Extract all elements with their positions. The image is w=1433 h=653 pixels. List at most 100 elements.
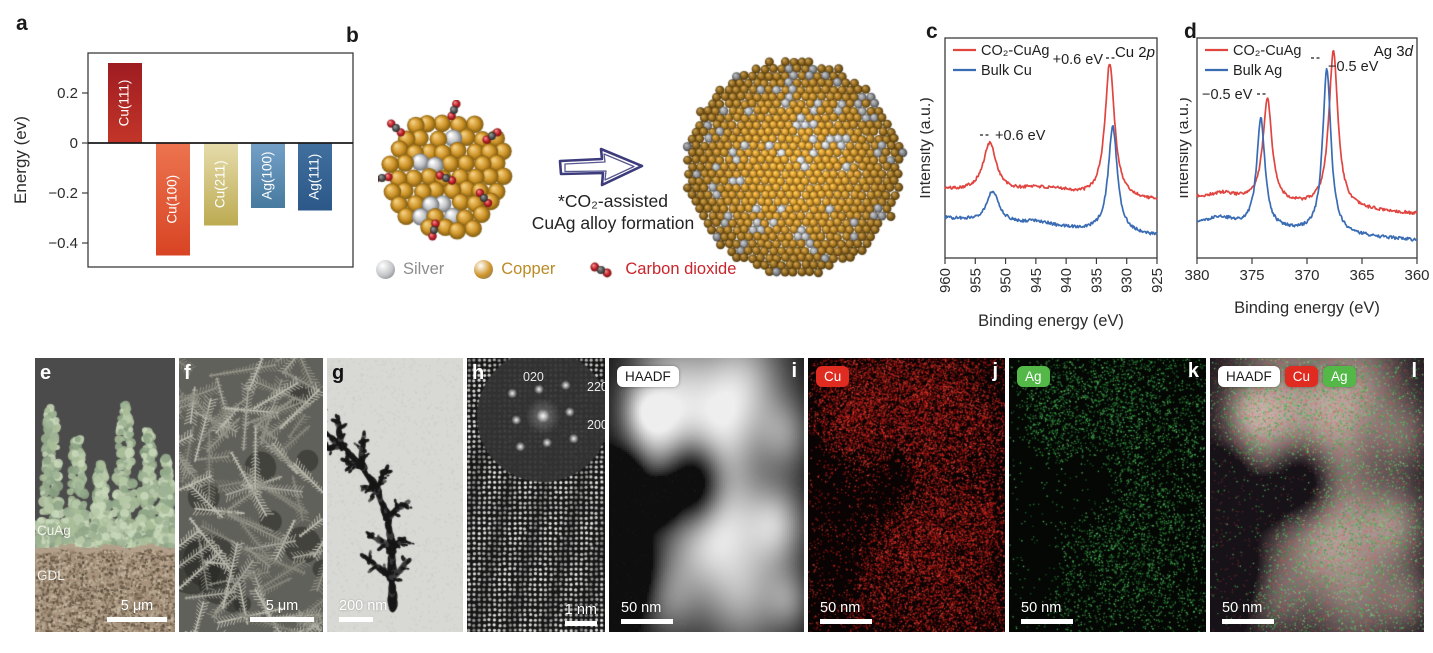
svg-text:0.2: 0.2 xyxy=(57,85,78,102)
atom-legend: Silver Copper Carbon dioxide xyxy=(376,260,736,279)
svg-text:Cu(211): Cu(211) xyxy=(213,160,228,208)
reaction-caption-line2: CuAg alloy formation xyxy=(531,213,695,233)
panel-letter-i: i xyxy=(791,360,797,382)
legend-item-silver: Silver xyxy=(376,260,444,279)
legend-label-silver: Silver xyxy=(403,260,445,278)
carbon-dioxide-icon xyxy=(585,260,618,279)
scale-label-i: 50 nm xyxy=(621,600,662,616)
svg-text:Bulk Ag: Bulk Ag xyxy=(1233,63,1282,79)
tem-dendrite-image xyxy=(327,358,463,632)
svg-text:Binding energy (eV): Binding energy (eV) xyxy=(1234,299,1380,317)
scale-label-k: 50 nm xyxy=(1021,600,1062,616)
scale-bar-line-h xyxy=(565,621,597,626)
panel-letter-b: b xyxy=(346,24,359,47)
scale-bar-line-k xyxy=(1021,619,1073,624)
panel-letter-d: d xyxy=(1184,20,1197,43)
scale-label-j: 50 nm xyxy=(820,600,861,616)
svg-text:Cu(100): Cu(100) xyxy=(165,175,180,224)
svg-text:375: 375 xyxy=(1239,267,1264,284)
scale-bar-h: 1 nm xyxy=(565,602,597,626)
scale-bar-i: 50 nm xyxy=(621,600,673,624)
svg-text:360: 360 xyxy=(1404,267,1429,284)
panel-letter-g: g xyxy=(332,362,345,384)
layer-label-cuag: CuAg xyxy=(37,523,71,538)
scale-label-f: 5 μm xyxy=(265,598,299,614)
reaction-caption-line1: *CO₂-assisted xyxy=(558,191,668,211)
cu-chip-l: Cu xyxy=(1284,366,1319,387)
scale-bar-l: 50 nm xyxy=(1222,600,1274,624)
legend-item-copper: Copper xyxy=(474,260,555,279)
eds-ag-map-image xyxy=(1009,358,1206,632)
eds-cu-map-image xyxy=(808,358,1005,632)
scale-bar-line-g xyxy=(339,617,373,622)
svg-text:Ag(111): Ag(111) xyxy=(307,154,322,200)
panel-letter-a: a xyxy=(16,12,28,35)
small-nanoparticle-cluster xyxy=(378,100,514,248)
haadf-image xyxy=(609,358,804,632)
svg-text:950: 950 xyxy=(998,268,1015,293)
panel-letter-k: k xyxy=(1187,360,1199,382)
reaction-caption: *CO₂-assisted CuAg alloy formation xyxy=(508,190,718,234)
svg-text:925: 925 xyxy=(1149,268,1166,293)
svg-text:+0.6 eV: +0.6 eV xyxy=(1053,52,1104,68)
cu-chip: Cu xyxy=(816,366,850,387)
hrtem-lattice-image xyxy=(467,358,605,632)
scale-label-h: 1 nm xyxy=(564,602,597,618)
scale-bar-g: 200 nm xyxy=(339,598,387,622)
silver-atom-icon xyxy=(376,260,395,279)
svg-text:945: 945 xyxy=(1028,268,1045,293)
eds-ag-map-panel: k Ag 50 nm xyxy=(1009,358,1206,632)
svg-text:935: 935 xyxy=(1088,268,1105,293)
haadf-chip: HAADF xyxy=(617,366,679,387)
sem-dendrites-panel: f 5 μm xyxy=(179,358,323,632)
panel-letter-l: l xyxy=(1411,360,1417,382)
svg-text:Bulk Cu: Bulk Cu xyxy=(981,63,1032,79)
scale-bar-line-e xyxy=(107,617,167,622)
svg-text:Cu 2p: Cu 2p xyxy=(1115,44,1155,61)
svg-text:Intensity (a.u.): Intensity (a.u.) xyxy=(1180,97,1192,198)
ag-chip-row: Ag xyxy=(1017,366,1050,387)
ag-chip-l: Ag xyxy=(1323,366,1356,387)
fft-spot-label-020: 020 xyxy=(523,370,544,384)
svg-text:380: 380 xyxy=(1184,267,1209,284)
svg-text:Cu(111): Cu(111) xyxy=(117,80,132,127)
sem-cross-section-panel: e CuAg GDL 5 μm xyxy=(35,358,175,632)
reaction-arrow-icon xyxy=(558,147,644,187)
scale-bar-line-f xyxy=(250,617,314,622)
scale-bar-f: 5 μm xyxy=(250,598,314,622)
svg-text:−0.5 eV: −0.5 eV xyxy=(1328,59,1379,75)
svg-text:955: 955 xyxy=(967,268,984,293)
copper-atom-icon xyxy=(474,260,494,279)
scale-label-e: 5 μm xyxy=(120,598,154,614)
svg-text:960: 960 xyxy=(937,268,954,293)
panel-letter-c: c xyxy=(926,20,938,43)
haadf-chip-l: HAADF xyxy=(1218,366,1280,387)
panel-letter-f: f xyxy=(184,362,191,384)
sem-cross-section-image xyxy=(35,358,175,632)
scale-bar-j: 50 nm xyxy=(820,600,872,624)
fft-spot-label-200: 200 xyxy=(587,418,605,432)
tem-dendrite-panel: g 200 nm xyxy=(327,358,463,632)
scale-bar-e: 5 μm xyxy=(107,598,167,622)
scale-bar-k: 50 nm xyxy=(1021,600,1073,624)
sem-dendrites-image xyxy=(179,358,323,632)
svg-text:+0.6 eV: +0.6 eV xyxy=(995,128,1046,144)
xps-cu2p-chart: 960 955 950 945 940 935 930 925 CO₂-CuAg Bulk Cu +… xyxy=(920,37,1166,330)
overlay-map-panel: l HAADF Cu Ag 50 nm xyxy=(1210,358,1424,632)
scale-label-g: 200 nm xyxy=(339,598,388,614)
cu-chip-row: Cu xyxy=(816,366,850,387)
large-alloy-nanoparticle xyxy=(679,50,909,284)
svg-text:Ag(100): Ag(100) xyxy=(260,151,275,199)
svg-text:930: 930 xyxy=(1119,268,1136,293)
svg-text:940: 940 xyxy=(1058,268,1075,293)
scale-bar-line-i xyxy=(621,619,673,624)
svg-text:365: 365 xyxy=(1349,267,1374,284)
micrograph-strip: e CuAg GDL 5 μm f 5 μm g 200 nm h 020 22… xyxy=(35,358,1424,632)
legend-item-co2: Carbon dioxide xyxy=(585,260,736,279)
haadf-panel: i HAADF 50 nm xyxy=(609,358,804,632)
svg-text:Intensity (a.u.): Intensity (a.u.) xyxy=(920,97,934,198)
svg-text:Ag 3d: Ag 3d xyxy=(1374,43,1414,60)
svg-text:CO₂-CuAg: CO₂-CuAg xyxy=(981,43,1049,59)
legend-label-co2: Carbon dioxide xyxy=(625,260,737,278)
svg-text:−0.4: −0.4 xyxy=(48,235,78,252)
